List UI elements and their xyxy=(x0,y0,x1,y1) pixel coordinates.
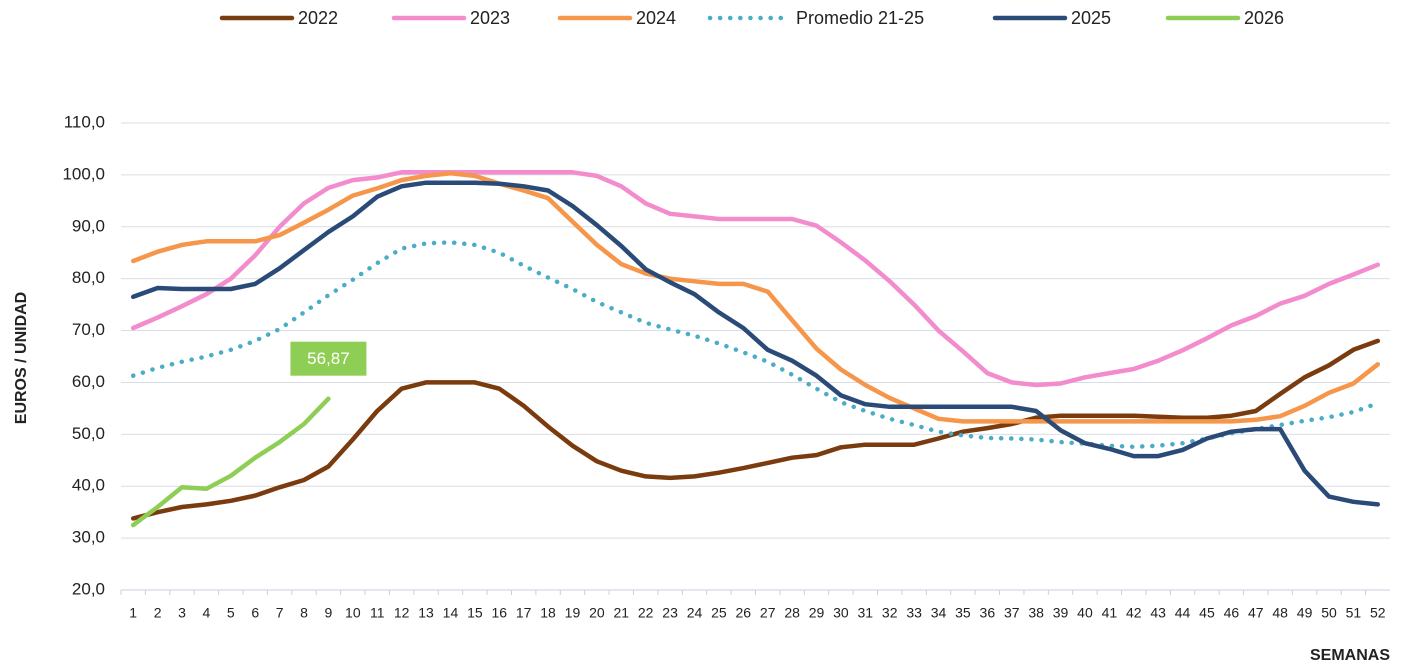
x-tick-label: 45 xyxy=(1199,605,1215,621)
x-tick-label: 22 xyxy=(638,605,654,621)
x-tick-label: 38 xyxy=(1028,605,1044,621)
y-tick-label: 70,0 xyxy=(72,320,105,339)
y-axis-title: EUROS / UNIDAD xyxy=(13,292,30,424)
series-line xyxy=(130,170,1381,388)
series-line xyxy=(130,240,1381,450)
x-tick-label: 9 xyxy=(325,605,333,621)
y-tick-label: 110,0 xyxy=(64,112,105,131)
x-tick-label: 30 xyxy=(833,605,849,621)
x-tick-label: 28 xyxy=(784,605,800,621)
x-tick-label: 16 xyxy=(491,605,507,621)
x-tick-label: 13 xyxy=(418,605,434,621)
x-tick-label: 15 xyxy=(467,605,483,621)
x-tick-label: 37 xyxy=(1004,605,1020,621)
y-tick-label: 20,0 xyxy=(72,579,105,598)
x-tick-label: 7 xyxy=(276,605,284,621)
x-tick-label: 26 xyxy=(736,605,752,621)
y-tick-label: 100,0 xyxy=(62,164,105,183)
x-tick-label: 40 xyxy=(1077,605,1093,621)
x-tick-label: 42 xyxy=(1126,605,1142,621)
x-tick-label: 6 xyxy=(251,605,259,621)
series-line xyxy=(130,171,1381,424)
x-tick-label: 1 xyxy=(129,605,137,621)
legend-label: 2023 xyxy=(470,8,510,28)
x-tick-label: 17 xyxy=(516,605,532,621)
x-tick-label: 27 xyxy=(760,605,776,621)
x-tick-label: 4 xyxy=(203,605,211,621)
x-tick-label: 3 xyxy=(178,605,186,621)
x-tick-label: 34 xyxy=(931,605,947,621)
series-line xyxy=(130,180,1381,507)
x-tick-label: 36 xyxy=(980,605,996,621)
x-tick-label: 5 xyxy=(227,605,235,621)
x-tick-label: 39 xyxy=(1053,605,1069,621)
x-tick-label: 24 xyxy=(687,605,703,621)
x-tick-label: 11 xyxy=(370,605,385,621)
y-tick-label: 50,0 xyxy=(72,424,105,443)
y-tick-label: 40,0 xyxy=(72,476,105,495)
series-line xyxy=(130,396,331,528)
x-tick-label: 14 xyxy=(443,605,459,621)
x-tick-label: 19 xyxy=(565,605,581,621)
x-tick-label: 25 xyxy=(711,605,727,621)
x-tick-label: 31 xyxy=(858,605,874,621)
legend-label: 2024 xyxy=(636,8,676,28)
y-tick-label: 30,0 xyxy=(72,528,105,547)
x-tick-label: 52 xyxy=(1370,605,1386,621)
x-tick-label: 2 xyxy=(154,605,162,621)
x-tick-label: 47 xyxy=(1248,605,1264,621)
x-tick-label: 51 xyxy=(1346,605,1362,621)
x-tick-label: 29 xyxy=(809,605,825,621)
legend-label: 2026 xyxy=(1244,8,1284,28)
y-tick-label: 60,0 xyxy=(72,372,105,391)
x-tick-label: 44 xyxy=(1175,605,1191,621)
x-tick-label: 49 xyxy=(1297,605,1313,621)
x-axis-title: SEMANAS xyxy=(1310,647,1390,664)
x-tick-label: 21 xyxy=(613,605,629,621)
x-tick-label: 23 xyxy=(662,605,678,621)
x-tick-label: 48 xyxy=(1272,605,1288,621)
x-tick-label: 33 xyxy=(906,605,922,621)
legend-label: Promedio 21-25 xyxy=(796,8,924,28)
data-label-box xyxy=(290,341,367,376)
data-label: 56,87 xyxy=(307,349,350,368)
x-tick-label: 35 xyxy=(955,605,971,621)
x-tick-label: 8 xyxy=(300,605,308,621)
x-tick-label: 10 xyxy=(345,605,361,621)
legend-label: 2025 xyxy=(1071,8,1111,28)
x-tick-label: 46 xyxy=(1224,605,1240,621)
x-tick-label: 50 xyxy=(1321,605,1337,621)
series-line xyxy=(130,338,1381,521)
x-tick-label: 18 xyxy=(540,605,556,621)
y-tick-label: 90,0 xyxy=(72,216,105,235)
x-tick-label: 43 xyxy=(1150,605,1166,621)
x-tick-label: 12 xyxy=(394,605,410,621)
x-tick-label: 41 xyxy=(1102,605,1118,621)
legend-label: 2022 xyxy=(298,8,338,28)
y-tick-label: 80,0 xyxy=(72,268,105,287)
x-tick-label: 20 xyxy=(589,605,605,621)
x-tick-label: 32 xyxy=(882,605,898,621)
